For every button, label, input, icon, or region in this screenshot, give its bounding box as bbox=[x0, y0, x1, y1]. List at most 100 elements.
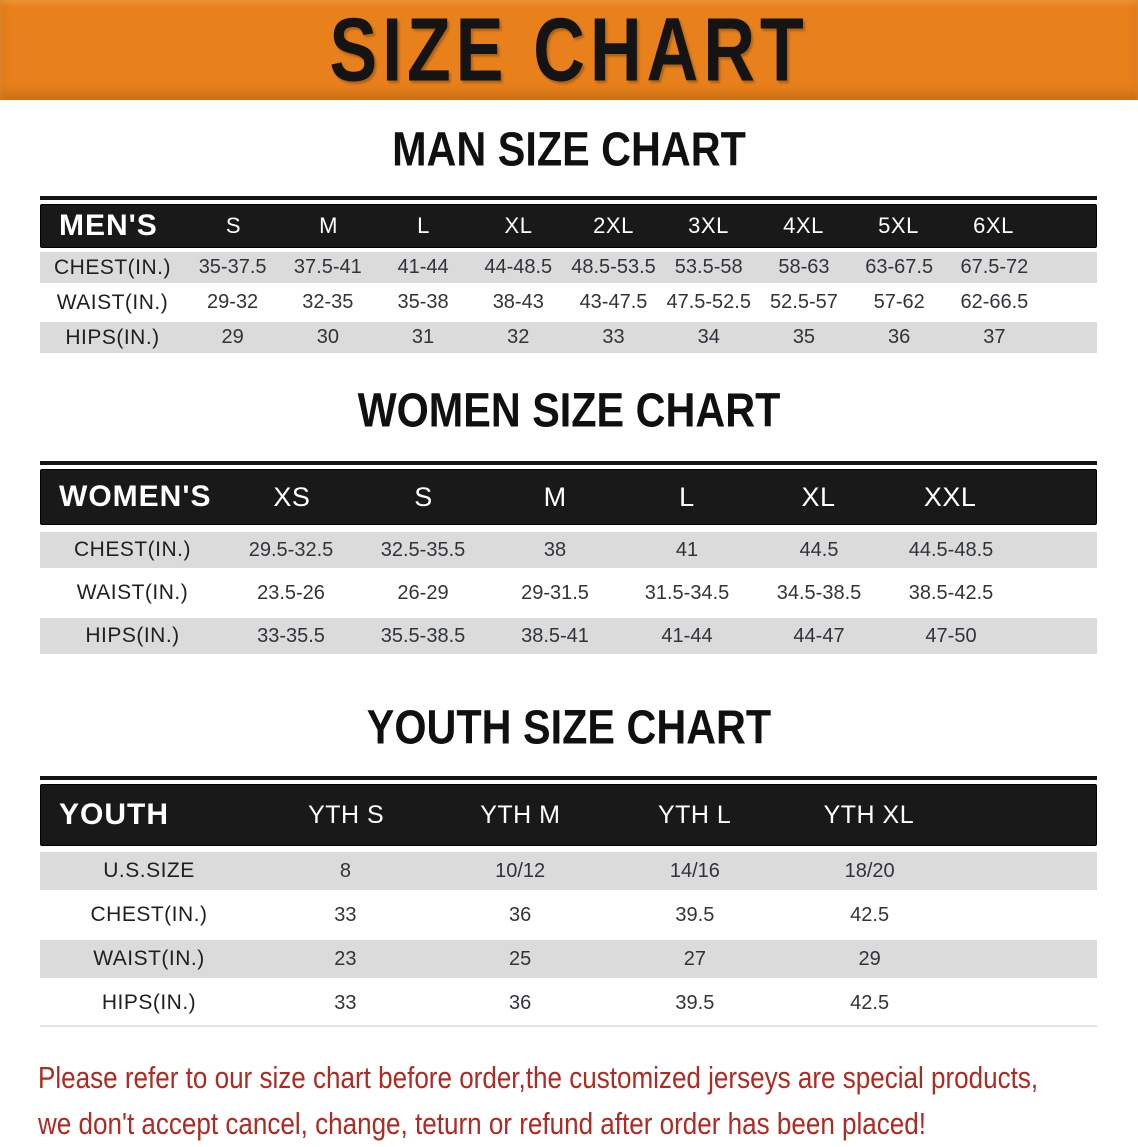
measurement-value: 33 bbox=[602, 326, 625, 348]
measurement-value: 31 bbox=[411, 326, 435, 348]
measurement-value: 25 bbox=[509, 947, 532, 970]
measurement-value: 35.5-38.5 bbox=[380, 624, 466, 647]
disclaimer: Please refer to our size chart before or… bbox=[0, 1055, 1138, 1147]
size-column-header: S bbox=[414, 481, 433, 512]
size-column-header: XL bbox=[801, 481, 836, 512]
section-youth: YOUTH SIZE CHART YOUTH YTH S YTH M YTH L YTH… bbox=[0, 654, 1138, 1027]
measurement-value: 42.5 bbox=[850, 903, 890, 926]
measurement-value: 34.5-38.5 bbox=[776, 581, 862, 604]
measurement-value: 44.5 bbox=[799, 538, 839, 561]
size-column-header: 6XL bbox=[973, 213, 1014, 238]
measurement-value: 44.5-48.5 bbox=[908, 538, 994, 561]
measurement-label: U.S.SIZE bbox=[103, 859, 195, 882]
measurement-value: 23.5-26 bbox=[257, 581, 325, 604]
measurement-value: 47-50 bbox=[925, 624, 977, 647]
youth-size-table: YOUTH YTH S YTH M YTH L YTH XL U.S.SIZE 8 10/12… bbox=[40, 776, 1097, 1027]
measurement-row: HIPS(IN.) 33-35.5 35.5-38.5 38.5-41 41-44 44-… bbox=[40, 618, 1097, 654]
measurement-label: WAIST(IN.) bbox=[93, 947, 205, 970]
measurement-value: 31.5-34.5 bbox=[644, 581, 730, 604]
section-title-men: MAN SIZE CHART bbox=[392, 122, 746, 177]
measurement-value: 44-48.5 bbox=[484, 256, 553, 278]
measurement-value: 48.5-53.5 bbox=[571, 256, 656, 278]
table-category-label: WOMEN'S bbox=[59, 480, 212, 513]
measurement-value: 63-67.5 bbox=[865, 256, 934, 278]
measurement-label: CHEST(IN.) bbox=[74, 538, 191, 561]
measurement-label: WAIST(IN.) bbox=[76, 581, 189, 604]
measurement-value: 67.5-72 bbox=[960, 256, 1029, 278]
measurement-row: CHEST(IN.) 35-37.5 37.5-41 41-44 44-48.5 48.5… bbox=[40, 252, 1097, 283]
measurement-value: 41-44 bbox=[661, 624, 713, 647]
measurement-value: 53.5-58 bbox=[674, 256, 743, 278]
measurement-value: 36 bbox=[888, 326, 911, 348]
measurement-value: 8 bbox=[339, 859, 351, 882]
measurement-value: 35-37.5 bbox=[198, 256, 267, 278]
size-table-header-row: YOUTH YTH S YTH M YTH L YTH XL bbox=[40, 784, 1097, 846]
measurement-label: WAIST(IN.) bbox=[56, 290, 169, 314]
measurement-value: 18/20 bbox=[844, 859, 895, 882]
measurement-label: HIPS(IN.) bbox=[65, 325, 160, 349]
size-column-header: L bbox=[417, 213, 430, 238]
size-table-header-row: WOMEN'S XS S M L XL XXL bbox=[40, 469, 1097, 525]
measurement-value: 32 bbox=[507, 326, 530, 348]
measurement-value: 38-43 bbox=[492, 291, 544, 313]
measurement-value: 23 bbox=[334, 947, 357, 970]
measurement-value: 14/16 bbox=[669, 859, 720, 882]
measurement-value: 62-66.5 bbox=[960, 291, 1029, 313]
measurement-row: WAIST(IN.) 29-32 32-35 35-38 38-43 43-47.5 47.… bbox=[40, 287, 1097, 318]
measurement-row: CHEST(IN.) 33 36 39.5 42.5 bbox=[40, 896, 1097, 934]
measurement-label: CHEST(IN.) bbox=[54, 255, 171, 279]
banner: SIZE CHART bbox=[0, 0, 1138, 100]
measurement-value: 42.5 bbox=[850, 991, 890, 1014]
size-column-header: 3XL bbox=[688, 213, 729, 238]
disclaimer-line-2: we don't accept cancel, change, teturn o… bbox=[38, 1106, 927, 1141]
measurement-row: U.S.SIZE 8 10/12 14/16 18/20 bbox=[40, 852, 1097, 890]
size-column-header: M bbox=[319, 213, 338, 238]
women-size-table: WOMEN'S XS S M L XL XXL CHEST(IN.) 29.5-32.5 32.5… bbox=[40, 461, 1097, 654]
measurement-value: 39.5 bbox=[675, 991, 715, 1014]
section-title-youth: YOUTH SIZE CHART bbox=[366, 700, 772, 755]
measurement-value: 32.5-35.5 bbox=[380, 538, 466, 561]
size-column-header: M bbox=[543, 481, 567, 512]
disclaimer-line-1: Please refer to our size chart before or… bbox=[38, 1060, 1039, 1095]
measurement-row: WAIST(IN.) 23.5-26 26-29 29-31.5 31.5-34.5 34… bbox=[40, 575, 1097, 611]
size-column-header: XXL bbox=[923, 481, 977, 512]
measurement-value: 29-32 bbox=[207, 291, 259, 313]
size-column-header: YTH M bbox=[480, 800, 561, 829]
men-size-table: MEN'S S M L XL 2XL 3XL 4XL 5XL 6XL CHEST(IN.) 35-37… bbox=[40, 196, 1097, 353]
table-category-label: YOUTH bbox=[59, 798, 169, 831]
measurement-value: 33 bbox=[334, 991, 357, 1014]
section-women: WOMEN SIZE CHART WOMEN'S XS S M L XL XXL CHEST(… bbox=[0, 353, 1138, 654]
section-title-women: WOMEN SIZE CHART bbox=[357, 383, 781, 438]
measurement-value: 26-29 bbox=[397, 581, 449, 604]
size-column-header: 5XL bbox=[878, 213, 919, 238]
measurement-label: HIPS(IN.) bbox=[85, 624, 180, 647]
measurement-value: 27 bbox=[683, 947, 706, 970]
size-column-header: S bbox=[225, 213, 242, 238]
measurement-value: 34 bbox=[697, 326, 720, 348]
measurement-value: 37.5-41 bbox=[293, 256, 362, 278]
measurement-value: 58-63 bbox=[778, 256, 830, 278]
measurement-value: 29-31.5 bbox=[521, 581, 589, 604]
measurement-value: 57-62 bbox=[873, 291, 925, 313]
measurement-value: 43-47.5 bbox=[579, 291, 648, 313]
measurement-value: 29 bbox=[221, 326, 244, 348]
size-column-header: L bbox=[679, 481, 695, 512]
measurement-value: 41 bbox=[675, 538, 699, 561]
measurement-label: HIPS(IN.) bbox=[101, 991, 197, 1014]
table-category-label: MEN'S bbox=[59, 209, 158, 242]
size-column-header: 4XL bbox=[783, 213, 824, 238]
size-column-header: YTH XL bbox=[823, 800, 915, 829]
measurement-value: 47.5-52.5 bbox=[666, 291, 751, 313]
measurement-value: 32-35 bbox=[302, 291, 354, 313]
measurement-value: 30 bbox=[316, 326, 339, 348]
measurement-row: HIPS(IN.) 33 36 39.5 42.5 bbox=[40, 984, 1097, 1022]
size-column-header: XL bbox=[504, 213, 533, 238]
measurement-value: 39.5 bbox=[675, 903, 715, 926]
measurement-value: 35 bbox=[792, 326, 816, 348]
page-title: SIZE CHART bbox=[329, 0, 809, 101]
measurement-value: 29 bbox=[858, 947, 881, 970]
measurement-value: 44-47 bbox=[793, 624, 845, 647]
measurement-value: 52.5-57 bbox=[770, 291, 838, 313]
measurement-value: 38.5-41 bbox=[521, 624, 589, 647]
